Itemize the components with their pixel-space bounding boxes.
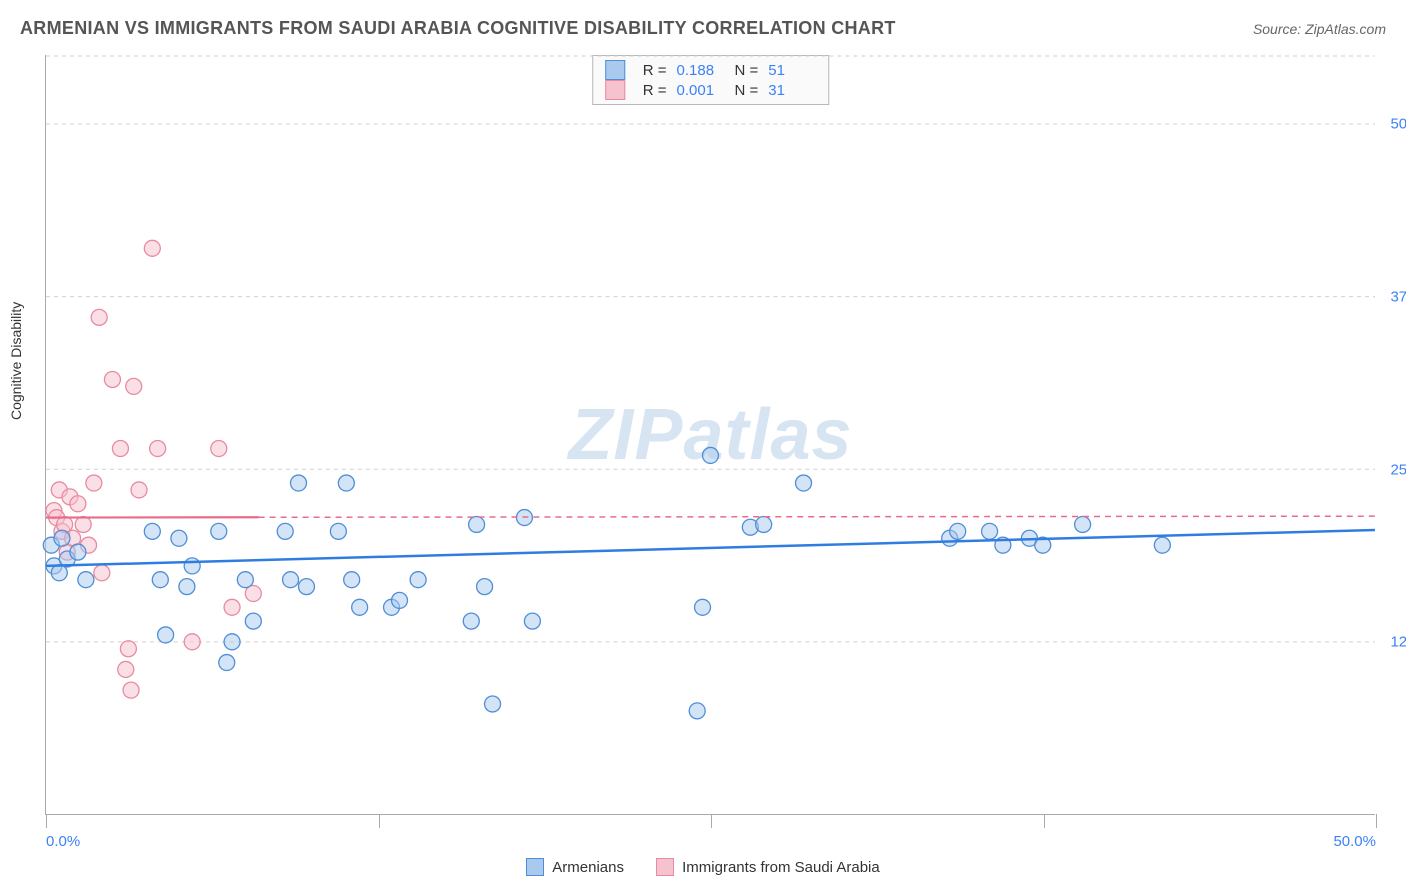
y-tick-label: 50.0% [1390,116,1406,133]
x-tick [711,814,712,828]
x-tick [1044,814,1045,828]
y-axis-label: Cognitive Disability [8,302,24,420]
source-attribution: Source: ZipAtlas.com [1253,21,1386,37]
y-tick-label: 37.5% [1390,288,1406,305]
legend-item-armenians: Armenians [526,858,624,876]
x-tick [46,814,47,828]
source-label: Source: [1253,21,1301,37]
x-tick [1376,814,1377,828]
legend-swatch-saudi [656,858,674,876]
y-tick-label: 12.5% [1390,634,1406,651]
legend-label-saudi: Immigrants from Saudi Arabia [682,859,880,876]
legend-label-armenians: Armenians [552,859,624,876]
chart-title: ARMENIAN VS IMMIGRANTS FROM SAUDI ARABIA… [20,18,896,39]
x-tick-label: 0.0% [46,833,80,850]
scatter-plot-svg [46,55,1375,814]
y-tick-label: 25.0% [1390,461,1406,478]
legend-item-saudi: Immigrants from Saudi Arabia [656,858,880,876]
plot-area: ZIPatlas R = 0.188 N = 51 R = 0.001 N = … [45,55,1375,815]
legend-swatch-armenians [526,858,544,876]
source-value: ZipAtlas.com [1305,21,1386,37]
x-tick-label: 50.0% [1333,833,1376,850]
bottom-legend: Armenians Immigrants from Saudi Arabia [0,858,1406,880]
x-tick [379,814,380,828]
